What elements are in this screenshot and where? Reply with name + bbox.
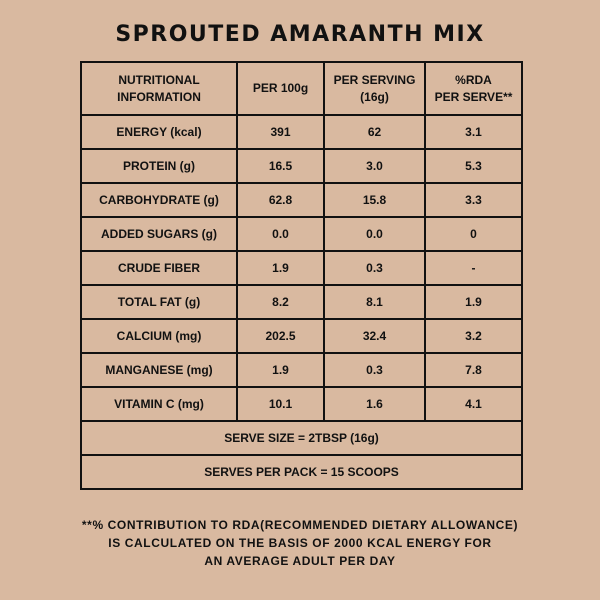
serves-per-pack: SERVES PER PACK = 15 SCOOPS (80, 454, 523, 490)
value-rda: 4.1 (424, 386, 523, 422)
header-per-serving: PER SERVING (16g) (323, 61, 426, 116)
serve-size-row: SERVE SIZE = 2TBSP (16g) (80, 420, 523, 456)
value-per-serving: 62 (323, 114, 426, 150)
value-per-serving: 8.1 (323, 284, 426, 320)
value-rda: - (424, 250, 523, 286)
footnote-line: IS CALCULATED ON THE BASIS OF 2000 KCAL … (108, 536, 492, 550)
table-row: MANGANESE (mg) 1.9 0.3 7.8 (80, 352, 523, 388)
value-per-serving: 0.3 (323, 250, 426, 286)
nutrient-name: MANGANESE (mg) (80, 352, 238, 388)
nutrient-name: CRUDE FIBER (80, 250, 238, 286)
value-per-100g: 8.2 (236, 284, 325, 320)
header-line: PER SERVE** (434, 89, 513, 104)
value-per-100g: 62.8 (236, 182, 325, 218)
value-per-serving: 3.0 (323, 148, 426, 184)
nutrient-name: TOTAL FAT (g) (80, 284, 238, 320)
value-per-100g: 10.1 (236, 386, 325, 422)
header-line: PER SERVING (333, 72, 416, 87)
value-rda: 0 (424, 216, 523, 252)
table-row: ENERGY (kcal) 391 62 3.1 (80, 114, 523, 150)
nutrient-name: PROTEIN (g) (80, 148, 238, 184)
value-rda: 3.2 (424, 318, 523, 354)
header-line: %RDA (455, 72, 492, 87)
table-header-row: NUTRITIONAL INFORMATION PER 100g PER SER… (80, 61, 523, 116)
table-row: ADDED SUGARS (g) 0.0 0.0 0 (80, 216, 523, 252)
header-line: INFORMATION (117, 89, 201, 104)
header-line: PER 100g (252, 81, 309, 95)
serves-per-pack-row: SERVES PER PACK = 15 SCOOPS (80, 454, 523, 490)
value-per-serving: 0.0 (323, 216, 426, 252)
value-rda: 3.3 (424, 182, 523, 218)
table-row: PROTEIN (g) 16.5 3.0 5.3 (80, 148, 523, 184)
nutrient-name: VITAMIN C (mg) (80, 386, 238, 422)
rda-footnote: **% CONTRIBUTION TO RDA(RECOMMENDED DIET… (0, 516, 600, 570)
table-row: CALCIUM (mg) 202.5 32.4 3.2 (80, 318, 523, 354)
table-row: CARBOHYDRATE (g) 62.8 15.8 3.3 (80, 182, 523, 218)
value-per-100g: 391 (236, 114, 325, 150)
value-rda: 3.1 (424, 114, 523, 150)
header-nutritional-information: NUTRITIONAL INFORMATION (80, 61, 238, 116)
nutrient-name: ENERGY (kcal) (80, 114, 238, 150)
page-title: SPROUTED AMARANTH MIX (115, 22, 485, 47)
nutrient-name: CARBOHYDRATE (g) (80, 182, 238, 218)
footnote-line: **% CONTRIBUTION TO RDA(RECOMMENDED DIET… (81, 518, 519, 532)
nutrient-name: CALCIUM (mg) (80, 318, 238, 354)
header-line: NUTRITIONAL (118, 72, 200, 87)
value-rda: 5.3 (424, 148, 523, 184)
value-per-100g: 202.5 (236, 318, 325, 354)
value-rda: 1.9 (424, 284, 523, 320)
value-per-100g: 1.9 (236, 352, 325, 388)
value-rda: 7.8 (424, 352, 523, 388)
value-per-serving: 15.8 (323, 182, 426, 218)
header-line: (16g) (360, 89, 389, 104)
header-rda-per-serve: %RDA PER SERVE** (424, 61, 523, 116)
value-per-serving: 32.4 (323, 318, 426, 354)
value-per-serving: 0.3 (323, 352, 426, 388)
value-per-100g: 1.9 (236, 250, 325, 286)
footnote-line: AN AVERAGE ADULT PER DAY (204, 554, 396, 568)
table-row: VITAMIN C (mg) 10.1 1.6 4.1 (80, 386, 523, 422)
value-per-100g: 16.5 (236, 148, 325, 184)
nutrition-table: NUTRITIONAL INFORMATION PER 100g PER SER… (80, 61, 523, 490)
serve-size: SERVE SIZE = 2TBSP (16g) (80, 420, 523, 456)
value-per-serving: 1.6 (323, 386, 426, 422)
table-row: CRUDE FIBER 1.9 0.3 - (80, 250, 523, 286)
table-row: TOTAL FAT (g) 8.2 8.1 1.9 (80, 284, 523, 320)
nutrient-name: ADDED SUGARS (g) (80, 216, 238, 252)
value-per-100g: 0.0 (236, 216, 325, 252)
header-per-100g: PER 100g (236, 61, 325, 116)
